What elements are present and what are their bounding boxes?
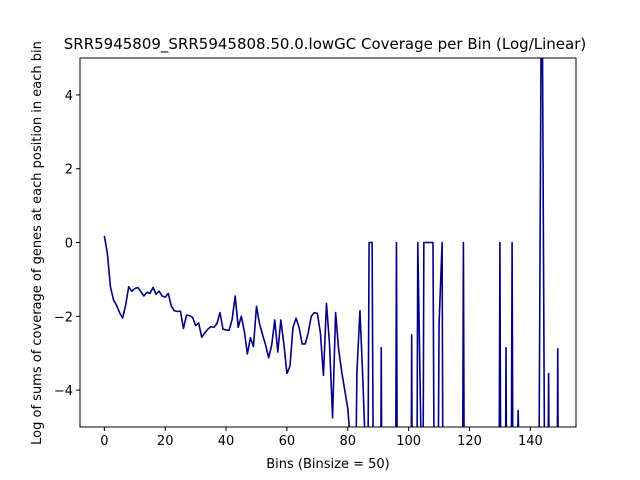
chart-title: SRR5945809_SRR5945808.50.0.lowGC Coverag… [64,35,586,54]
series-line-segment-0 [103,235,351,427]
series-line-segment-5 [410,333,413,427]
series-line-segment-4 [395,241,398,427]
series-line-segment-7 [422,241,435,427]
y-axis-ticks: −4 −2 0 2 4 [54,89,80,399]
y-tick-label: 2 [65,163,73,178]
series-line-segment-2 [367,241,374,427]
series-line-segment-12 [510,241,514,427]
series-line-segment-8 [437,241,444,427]
x-tick-label: 140 [518,434,543,449]
series-line-segment-1 [355,309,366,427]
series-line-segment-9 [461,241,465,427]
series-line-segment-13 [517,409,520,427]
x-axis-label: Bins (Binsize = 50) [266,457,390,472]
x-tick-label: 40 [218,434,235,449]
x-tick-label: 80 [340,434,357,449]
x-tick-label: 0 [100,434,108,449]
y-tick-label: 0 [65,237,73,252]
y-axis-label: Log of sums of coverage of genes at each… [30,41,45,445]
x-tick-label: 20 [157,434,174,449]
x-axis-ticks: 0 20 40 60 80 100 120 140 [100,427,543,449]
data-lines [103,58,559,427]
series-line-segment-3 [380,346,383,427]
series-line-segment-10 [498,241,502,427]
y-tick-label: −4 [54,384,73,399]
series-line-segment-6 [416,241,422,427]
series-line-segment-11 [504,346,508,427]
plot-area: 0 20 40 60 80 100 120 140 −4 −2 0 2 4 [54,57,577,449]
x-tick-label: 100 [396,434,421,449]
series-line-segment-15 [547,372,550,427]
x-tick-label: 120 [457,434,482,449]
series-line-segment-14 [538,58,546,427]
y-tick-label: −2 [54,310,73,325]
series-line-segment-16 [556,347,559,427]
y-tick-label: 4 [65,89,73,104]
x-tick-label: 60 [279,434,296,449]
